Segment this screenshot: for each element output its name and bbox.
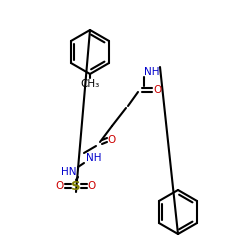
Text: NH: NH — [144, 67, 160, 77]
Text: HN: HN — [60, 167, 76, 177]
Text: O: O — [56, 181, 64, 191]
Text: O: O — [108, 135, 116, 145]
Text: NH: NH — [86, 153, 102, 163]
Text: O: O — [154, 85, 162, 95]
Text: S: S — [71, 180, 81, 192]
Text: CH₃: CH₃ — [80, 79, 100, 89]
Text: O: O — [88, 181, 96, 191]
